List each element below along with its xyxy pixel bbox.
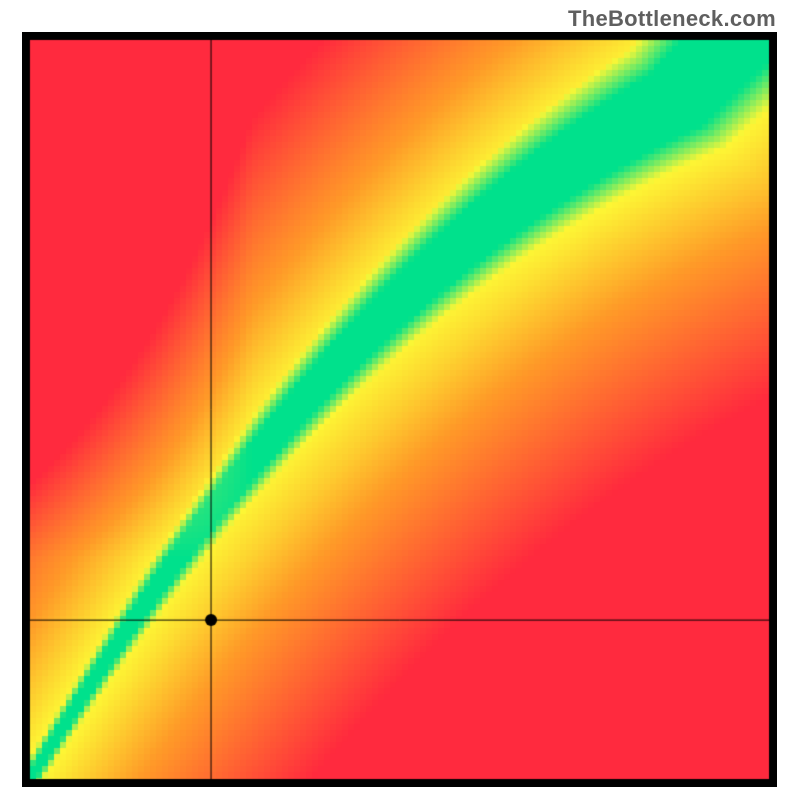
watermark-text: TheBottleneck.com — [568, 6, 776, 32]
bottleneck-heatmap — [22, 32, 777, 787]
